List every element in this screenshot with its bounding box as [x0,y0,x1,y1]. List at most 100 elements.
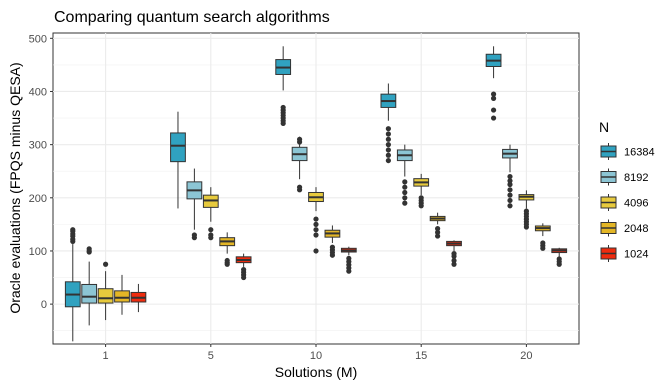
legend-item-8192: 8192 [600,168,648,186]
outlier-point [385,131,391,137]
boxplot-1024-1 [130,283,147,313]
legend: N 16384 8192 4096 2048 1024 [599,119,655,262]
plot-panel [52,32,580,345]
outlier-point [191,232,197,238]
boxplot-16384-15 [380,83,397,164]
boxplot-8192-10 [291,136,308,193]
outlier-point [313,232,319,238]
chart-title: Comparing quantum search algorithms [54,9,330,26]
outlier-point [385,152,391,158]
box [170,132,186,163]
y-tick-label: 300 [29,140,47,152]
outlier-point [435,226,441,232]
outlier-point [402,184,408,190]
outlier-point [346,255,352,262]
outlier-point [507,178,513,184]
boxplot-4096-5 [202,187,219,241]
boxplot-2048-15 [429,212,446,239]
y-axis: 0 100 200 300 400 500 [29,33,53,311]
outlier-point [490,107,497,113]
box [81,283,98,304]
y-tick-label: 400 [29,86,47,98]
x-tick-label: 1 [103,350,109,362]
outlier-point [70,227,76,233]
outlier-point [313,227,319,233]
x-axis-title: Solutions (M) [275,364,357,380]
box [97,288,114,304]
legend-item-1024: 1024 [600,245,648,262]
boxplot-4096-10 [308,187,324,254]
outlier-point [296,136,303,142]
outlier-point [208,227,214,233]
outlier-point [556,256,562,262]
y-tick-label: 100 [29,246,47,258]
outlier-point [313,248,319,254]
outlier-point [418,195,424,201]
legend-items: 16384 8192 4096 2048 1024 [600,143,655,262]
x-tick-label: 5 [208,350,214,362]
outlier-point [313,221,319,227]
outlier-point [435,229,441,235]
outlier-point [241,266,247,273]
outlier-point [507,181,513,188]
x-tick-label: 10 [310,350,322,362]
boxplot-8192-20 [502,144,518,209]
boxplot-4096-1 [97,261,114,321]
boxplot-2048-5 [219,232,236,267]
legend-item-4096: 4096 [600,194,648,211]
outlier-point [385,147,391,153]
outlier-point [402,189,408,196]
outlier-point [385,136,391,142]
y-axis-title: Oracle evaluations (FPQS minus QESA) [7,62,23,313]
legend-item-2048: 2048 [600,219,648,237]
outlier-point [507,197,513,204]
outlier-point [490,95,497,101]
outlier-point [490,115,497,121]
outlier-point [523,208,530,214]
outlier-point [451,251,457,257]
outlier-point [451,257,457,264]
outlier-point [208,232,214,238]
outlier-point [385,157,391,164]
legend-title: N [599,119,609,135]
boxplot-16384-1 [64,227,81,342]
boxplot-1024-20 [551,247,568,267]
outlier-point [435,233,441,239]
boxplot-2048-10 [324,225,341,258]
y-tick-label: 500 [29,33,47,45]
boxplots [64,46,568,342]
outlier-point [329,244,336,250]
outlier-point [385,142,391,148]
boxplot-4096-20 [518,190,535,230]
boxplot-16384-10 [275,46,292,126]
outlier-point [507,192,513,198]
boxplot-1024-10 [340,246,357,274]
outlier-point [451,261,457,267]
outlier-point [86,246,92,252]
boxplot-16384-20 [485,46,502,121]
legend-label: 8192 [624,172,648,184]
boxplot-8192-5 [186,168,203,241]
outlier-point [296,184,303,190]
outlier-point [385,126,391,132]
boxplot-2048-1 [114,274,130,315]
outlier-point [402,200,408,206]
x-axis: 1 5 10 15 20 [103,344,533,362]
legend-label: 16384 [624,147,655,159]
boxplot-1024-5 [235,253,252,281]
x-tick-label: 20 [520,350,532,362]
box [114,290,130,303]
outlier-point [507,203,513,209]
y-tick-label: 0 [41,299,47,311]
legend-item-16384: 16384 [600,143,655,160]
outlier-point [224,257,230,264]
boxplot-1024-15 [446,240,462,267]
outlier-point [103,261,109,267]
outlier-point [507,187,513,193]
legend-label: 2048 [624,223,648,235]
outlier-point [540,240,546,246]
boxplot-4096-15 [413,173,430,209]
boxplot-8192-15 [396,144,413,206]
outlier-point [402,195,408,201]
